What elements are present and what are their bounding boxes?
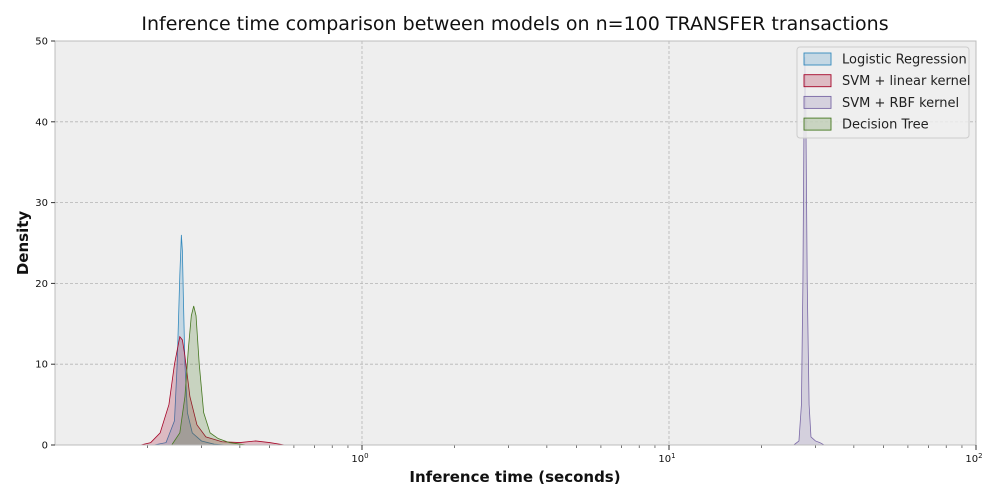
- x-tick-label: 101: [658, 452, 675, 465]
- series-area-4: [171, 306, 247, 445]
- legend-label: SVM + linear kernel: [842, 74, 970, 89]
- y-axis-label: Density: [14, 211, 32, 276]
- y-tick-label: 0: [42, 441, 48, 452]
- legend-label: Logistic Regression: [842, 53, 967, 68]
- legend-swatch: [803, 52, 832, 66]
- legend: Logistic Regression SVM + linear kernel SV…: [796, 46, 970, 139]
- y-axis-ticks: 0 10 20 30 40 50: [35, 37, 55, 452]
- y-tick-label: 10: [35, 360, 48, 371]
- x-axis-label: Inference time (seconds): [409, 468, 620, 486]
- series-area-2: [140, 336, 285, 445]
- legend-swatch: [803, 117, 832, 131]
- chart-title: Inference time comparison between models…: [141, 13, 888, 35]
- legend-label: SVM + RBF kernel: [842, 96, 959, 111]
- series-line-2: [140, 335, 285, 446]
- y-tick-label: 40: [35, 117, 48, 128]
- y-tick-label: 20: [35, 279, 48, 290]
- series-line-1: [153, 234, 226, 446]
- y-tick-label: 50: [35, 37, 48, 48]
- x-tick-label: 100: [351, 452, 368, 465]
- series-line-4: [171, 305, 247, 446]
- legend-swatch: [803, 74, 832, 88]
- x-axis-ticks: 100 101 102: [351, 445, 983, 465]
- legend-box: [796, 46, 970, 139]
- plot-frame: [54, 40, 977, 446]
- y-tick-label: 30: [35, 198, 48, 209]
- x-tick-label: 102: [965, 452, 982, 465]
- legend-swatch: [803, 95, 832, 109]
- legend-label: Decision Tree: [842, 118, 929, 133]
